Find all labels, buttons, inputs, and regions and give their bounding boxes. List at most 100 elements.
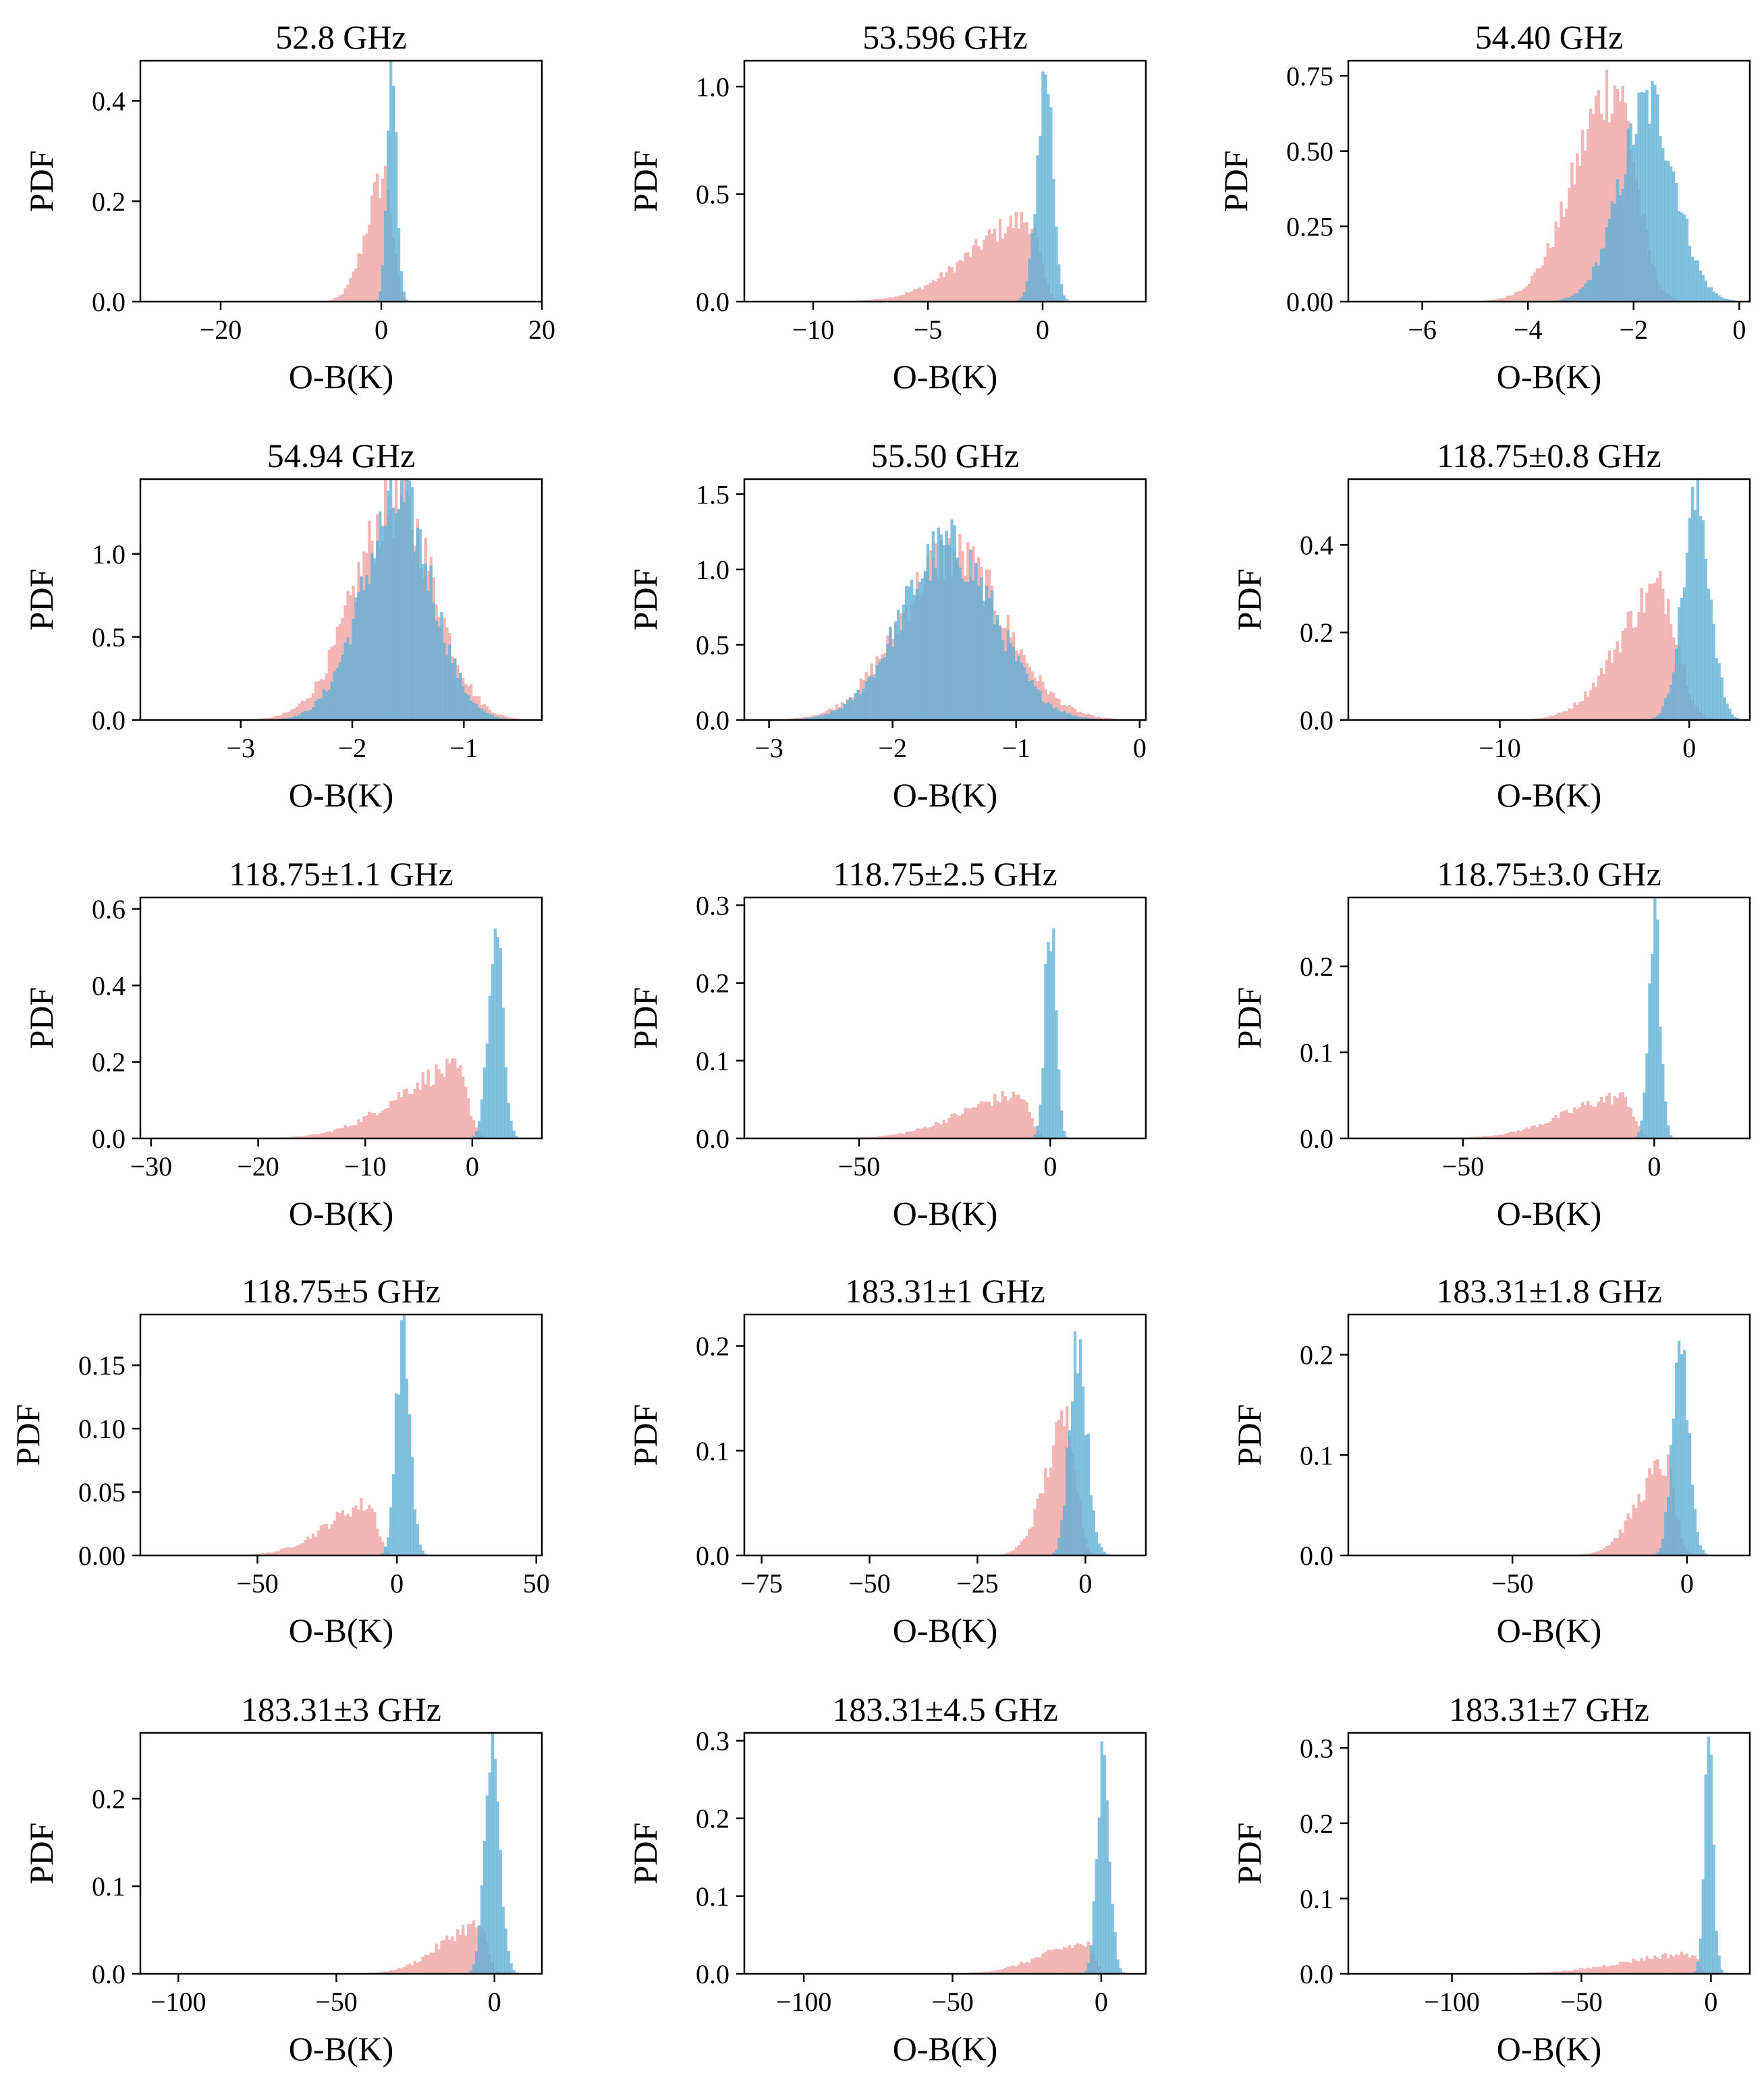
panel-3-blue-bar-87 xyxy=(1581,287,1584,302)
panel-15-pink-bar-107 xyxy=(1634,1960,1638,1974)
panel-12-blue-bar-117 xyxy=(1661,1538,1665,1555)
panel-2-pink-bar-58 xyxy=(900,295,903,302)
panel-15-pink-bar-115 xyxy=(1656,1957,1659,1974)
panel-9-blue-bar-112 xyxy=(1648,983,1651,1138)
panel-1-blue-bar-95 xyxy=(394,132,398,302)
panel-13-blue-bar-131 xyxy=(491,1733,494,1974)
panel-5-blue-bar-68 xyxy=(926,543,930,720)
panel-3-blue-bar-85 xyxy=(1576,293,1579,302)
panel-12-blue-bar-125 xyxy=(1682,1350,1686,1555)
panel-4-blue-bar-123 xyxy=(469,700,473,720)
panel-13-ytick-label-1: 0.1 xyxy=(92,1871,126,1902)
panel-1-pink-bar-80 xyxy=(354,268,358,302)
panel-8-pink-bar-106 xyxy=(1028,1111,1031,1138)
panel-2-pink-bar-71 xyxy=(934,281,937,302)
panel-3-pink-bar-74 xyxy=(1546,243,1549,302)
panel-8-blue-bar-113 xyxy=(1047,942,1050,1138)
panel-11-pink-bar-101 xyxy=(1014,1547,1018,1555)
panel-7-title: 118.75±1.1 GHz xyxy=(229,855,453,893)
panel-2-blue-bar-112 xyxy=(1044,74,1047,302)
panel-4-blue-bar-117 xyxy=(453,659,457,720)
panel-9-pink-bar-95 xyxy=(1602,1102,1606,1138)
panel-6-pink-bar-116 xyxy=(1659,571,1662,720)
panel-5-blue-bar-93 xyxy=(993,624,997,720)
panel-6-blue-bar-135 xyxy=(1709,599,1713,720)
panel-5-blue-bar-30 xyxy=(825,714,828,720)
panel-12-series-blue xyxy=(1653,1340,1707,1555)
panel-15-pink-bar-114 xyxy=(1653,1955,1657,1974)
panel-5-xtick-label-3: 0 xyxy=(1133,733,1147,763)
panel-5-blue-bar-69 xyxy=(929,580,933,720)
panel-3-pink-bar-92 xyxy=(1594,95,1598,302)
panel-12-blue-bar-131 xyxy=(1699,1545,1702,1555)
panel-7-pink-bar-72 xyxy=(333,1130,336,1138)
panel-7-pink-bar-111 xyxy=(437,1069,441,1138)
panel-3-blue-bar-127 xyxy=(1688,246,1692,302)
panel-13-pink-bar-99 xyxy=(405,1964,409,1974)
panel-2-blue-bar-106 xyxy=(1028,258,1031,302)
panel-3-pink-bar-91 xyxy=(1591,113,1595,302)
panel-5-pink-bar-131 xyxy=(1095,717,1098,720)
panel-11-blue-bar-120 xyxy=(1066,1447,1069,1555)
panel-12-pink-bar-110 xyxy=(1643,1499,1646,1555)
panel-6-series-blue xyxy=(1651,479,1742,720)
panel-14-pink-bar-119 xyxy=(1063,1947,1066,1974)
panel-10-blue-bar-97 xyxy=(399,1320,404,1555)
panel-6-blue-bar-123 xyxy=(1677,607,1681,720)
panel-12-pink-bar-101 xyxy=(1618,1529,1622,1555)
panel-2-pink-bar-57 xyxy=(897,296,900,302)
panel-12-pink-bar-96 xyxy=(1605,1546,1609,1555)
panel-12-pink-bar-116 xyxy=(1659,1469,1662,1555)
panel-11-pink-bar-106 xyxy=(1028,1528,1031,1555)
panel-1-pink-bar-88 xyxy=(376,173,379,302)
panel-4-blue-bar-109 xyxy=(432,602,435,720)
panel-7-pink-bar-110 xyxy=(435,1064,438,1138)
panel-11-xtick-label-0: −75 xyxy=(740,1568,783,1599)
panel-15-pink-bar-126 xyxy=(1685,1954,1689,1974)
panel-3-pink-bar-88 xyxy=(1584,150,1587,302)
panel-9-ytick-label-0: 0.0 xyxy=(1300,1124,1333,1154)
panel-15-pink-bar-92 xyxy=(1594,1967,1598,1974)
panel-7-ytick-label-3: 0.6 xyxy=(92,894,126,924)
panel-15-pink-bar-129 xyxy=(1693,1955,1697,1974)
panel-10-blue-bar-104 xyxy=(418,1544,422,1555)
panel-13-blue-bar-135 xyxy=(501,1906,505,1974)
panel-2-pink-bar-98 xyxy=(1006,226,1010,302)
panel-2-pink-bar-86 xyxy=(974,239,978,302)
panel-3-blue-bar-91 xyxy=(1591,267,1595,302)
panel-2-pink-bar-81 xyxy=(961,261,964,302)
panel-4-blue-bar-72 xyxy=(333,671,336,720)
panel-7-pink-bar-104 xyxy=(418,1090,422,1138)
panel-7-blue-bar-129 xyxy=(485,1043,489,1138)
panel-9-pink-bar-48 xyxy=(1477,1136,1480,1138)
panel-10-pink-bar-51 xyxy=(277,1551,280,1555)
panel-10-xlabel: O-B(K) xyxy=(289,1611,394,1649)
panel-11-pink-bar-114 xyxy=(1049,1467,1053,1555)
panel-3-blue-bar-82 xyxy=(1568,297,1571,302)
panel-12: 183.31±1.8 GHz −50 0 0.0 0.1 0.2 O-B(K) PDF xyxy=(1230,1272,1751,1649)
panel-13-pink-bar-97 xyxy=(399,1968,404,1974)
panel-10-pink-bar-60 xyxy=(301,1543,304,1555)
panel-5-blue-bar-62 xyxy=(910,579,914,720)
panel-13-blue-bar-128 xyxy=(483,1841,487,1974)
panel-15-pink-bar-85 xyxy=(1576,1970,1579,1974)
panel-6-xtick-label-0: −10 xyxy=(1479,733,1521,763)
panel-6-pink-bar-109 xyxy=(1640,588,1643,720)
panel-4-pink-bar-56 xyxy=(290,709,294,720)
panel-12-ytick-label-1: 0.1 xyxy=(1300,1440,1333,1470)
panel-10-pink-bar-67 xyxy=(319,1525,323,1555)
panel-9-pink-bar-100 xyxy=(1616,1097,1620,1138)
panel-5-blue-bar-81 xyxy=(961,578,964,720)
panel-15-pink-bar-123 xyxy=(1677,1955,1681,1974)
panel-11-pink-bar-99 xyxy=(1009,1551,1013,1555)
panel-9-blue-bar-119 xyxy=(1667,1125,1670,1138)
panel-2-blue-bar-107 xyxy=(1030,233,1034,302)
panel-3-xtick-label-3: 0 xyxy=(1732,314,1746,345)
panel-13-pink-bar-93 xyxy=(389,1970,393,1974)
panel-4-pink-bar-52 xyxy=(279,715,283,720)
panel-8-blue-bar-112 xyxy=(1044,964,1047,1138)
panel-15-pink-bar-76 xyxy=(1551,1972,1555,1974)
panel-7-pink-bar-68 xyxy=(322,1133,326,1138)
panel-15-pink-bar-125 xyxy=(1682,1954,1686,1974)
